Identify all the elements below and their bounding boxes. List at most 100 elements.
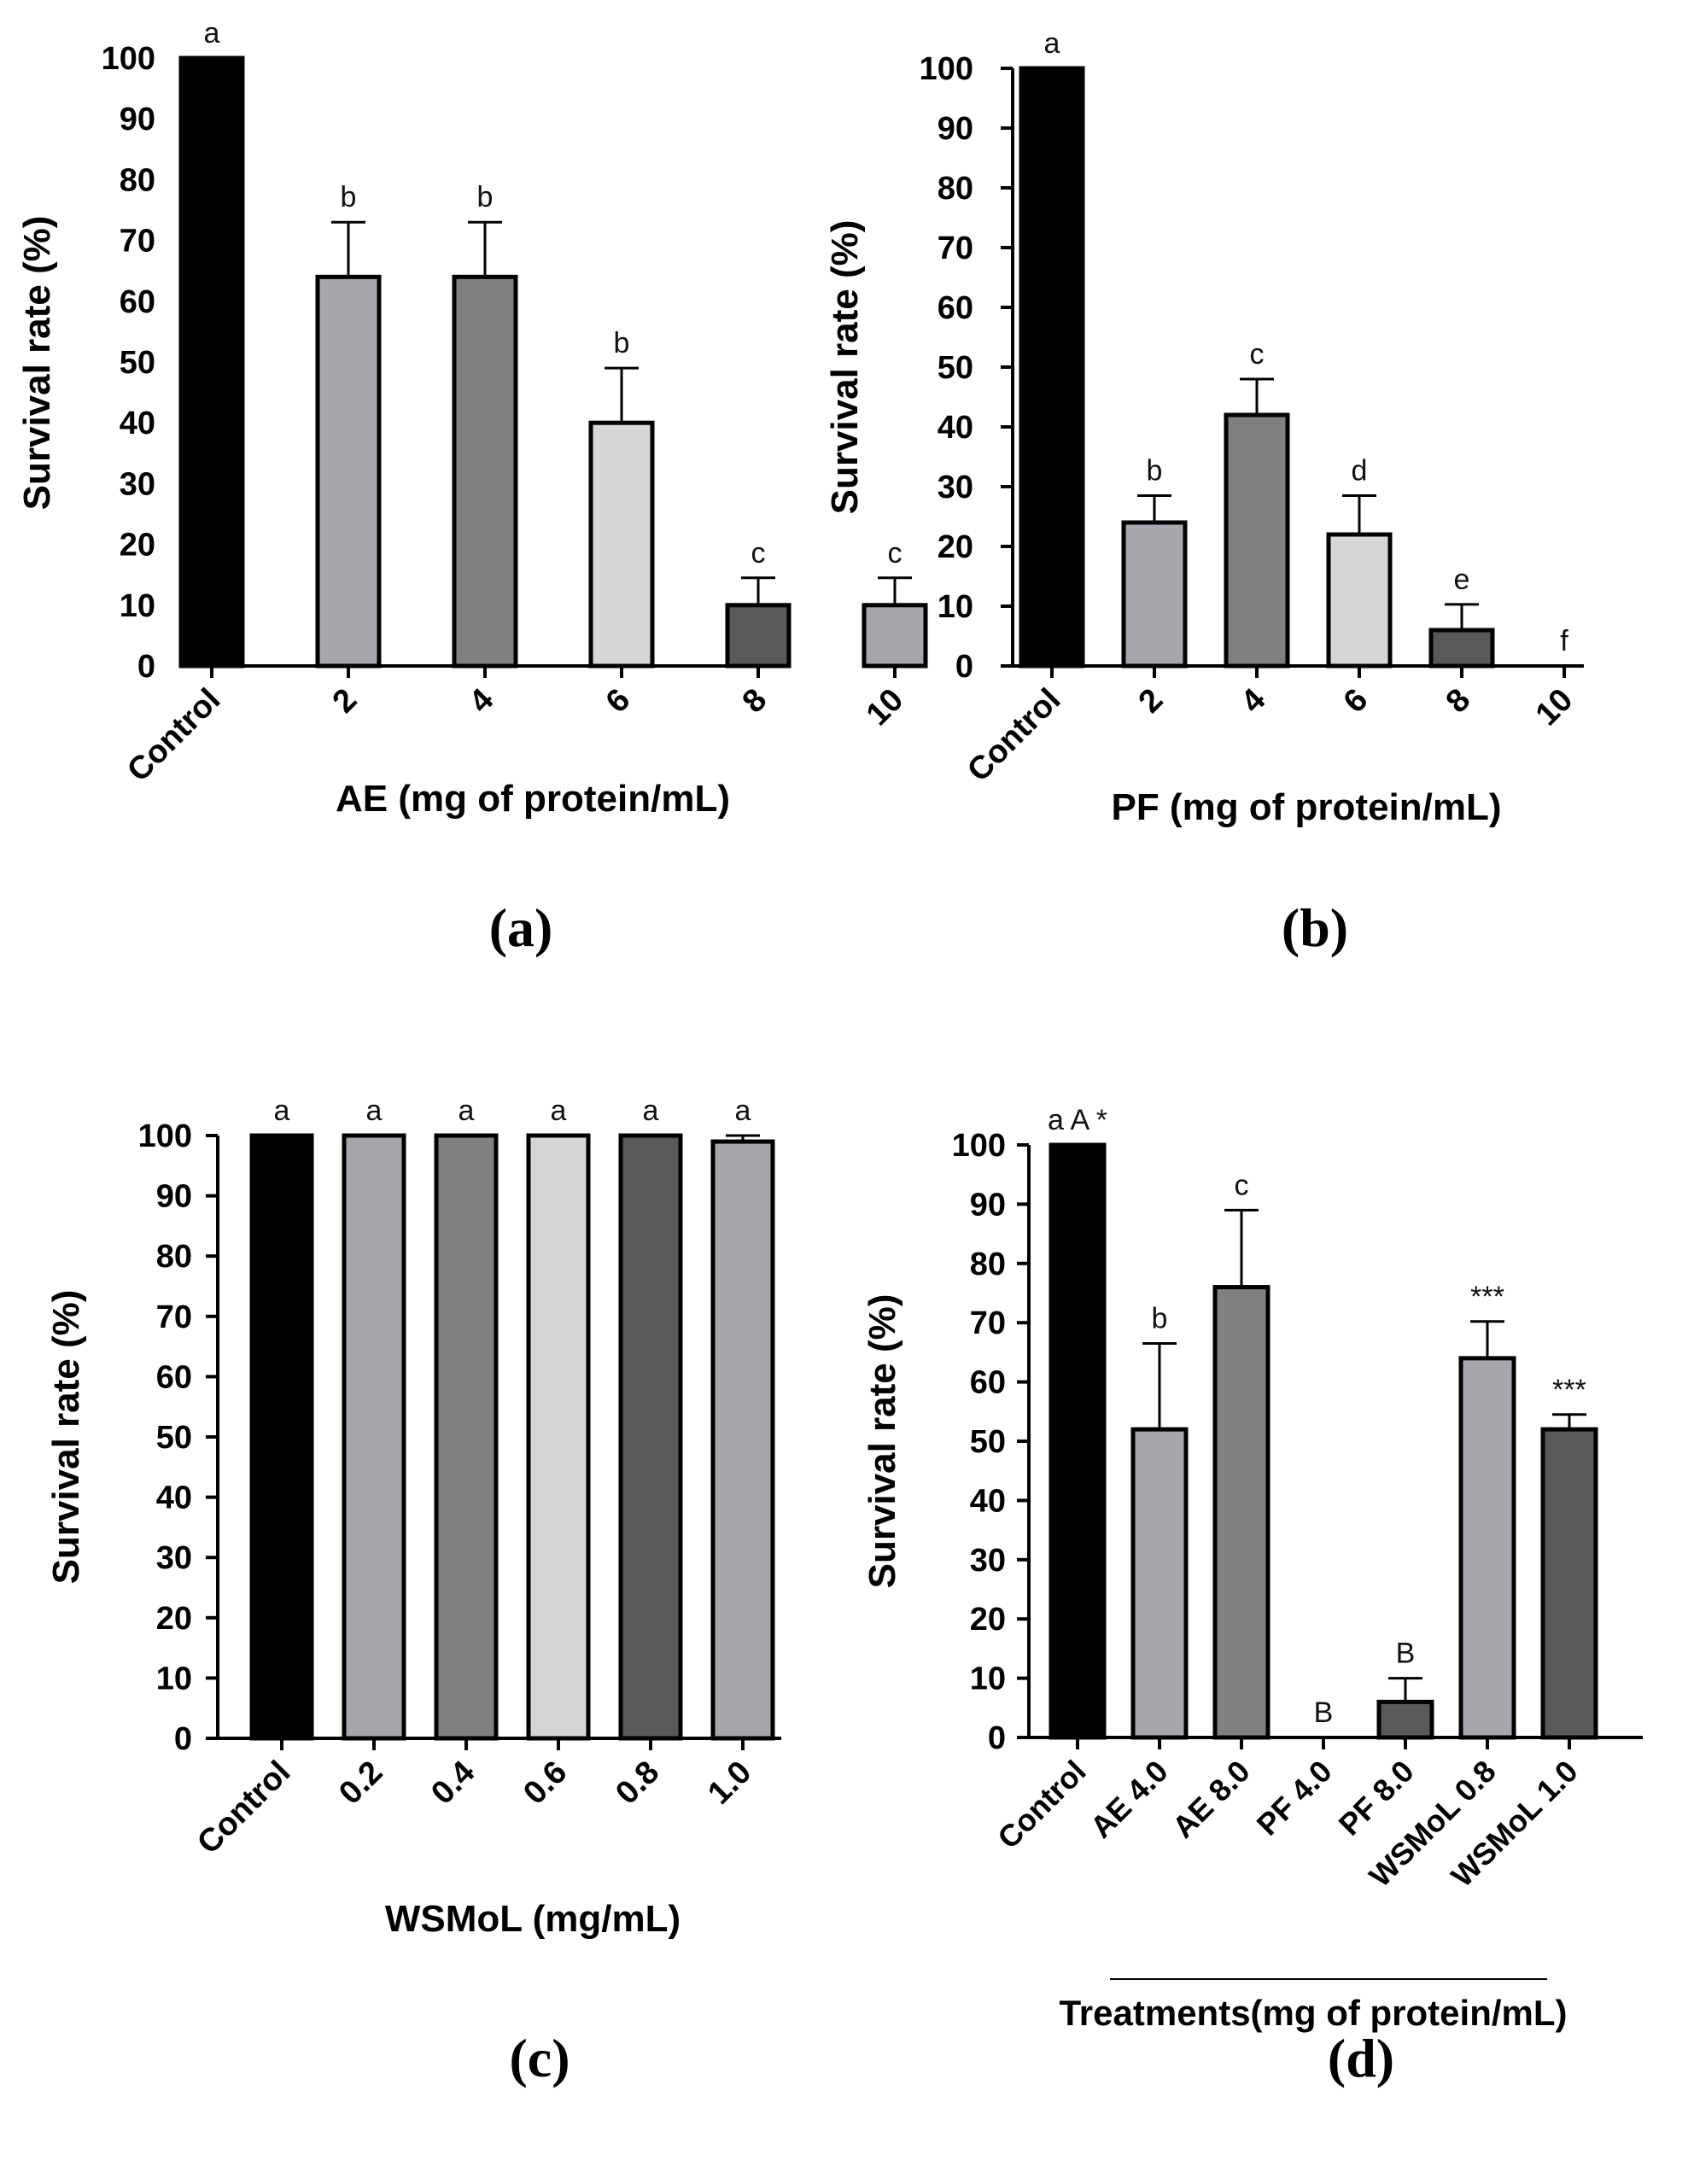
y-axis-label: Survival rate (%) (45, 1290, 87, 1585)
y-tick-label: 0 (174, 1721, 192, 1757)
y-tick-label: 90 (970, 1187, 1006, 1223)
y-tick-label: 60 (120, 284, 155, 320)
x-tick-label: 10 (860, 682, 911, 733)
x-tick-label: Control (190, 1755, 297, 1861)
significance-label: d (1352, 455, 1368, 488)
panel-label: (a) (489, 897, 553, 958)
x-tick-label: 2 (326, 682, 365, 721)
bar-2 (315, 274, 382, 669)
x-tick-label: 0.6 (517, 1755, 574, 1812)
x-axis-label: Treatments(mg of protein/mL) (1059, 1993, 1567, 2033)
significance-label: b (477, 181, 494, 213)
x-tick-label: 4 (1235, 682, 1273, 721)
bar-ae-4-0 (1130, 1427, 1189, 1740)
y-tick-label: 10 (970, 1661, 1006, 1697)
y-tick-label: 30 (120, 466, 155, 502)
y-tick-label: 90 (938, 111, 973, 147)
significance-label: b (1152, 1302, 1168, 1334)
y-tick-label: 20 (120, 528, 155, 564)
bar-6 (588, 420, 655, 669)
significance-label: b (1147, 455, 1163, 488)
y-tick-label: 100 (102, 41, 155, 77)
y-tick-label: 40 (938, 410, 973, 446)
y-tick-label: 100 (952, 1128, 1006, 1164)
y-tick-label: 80 (156, 1239, 192, 1275)
x-tick-label: 8 (1440, 682, 1478, 721)
bar-wsmol-1-0 (1540, 1427, 1598, 1740)
x-tick-label: 4 (463, 682, 501, 721)
significance-label: a (643, 1095, 659, 1127)
x-axis-label: PF (mg of protein/mL) (1111, 786, 1501, 828)
significance-label: a (366, 1095, 383, 1127)
y-tick-label: 80 (120, 162, 155, 198)
y-tick-label: 60 (970, 1365, 1006, 1401)
x-tick-label: Control (990, 1754, 1092, 1855)
chart-panel-d: 0 10 20 30 40 50 60 70 80 90 100 Survival rate (%) a… (862, 1104, 1643, 2088)
x-tick-label: Control (961, 682, 1067, 789)
y-tick-label: 20 (970, 1602, 1006, 1638)
y-tick-label: 20 (938, 529, 973, 565)
bar-8 (725, 603, 792, 669)
bar-0-6 (526, 1133, 591, 1741)
bar-4 (1224, 412, 1290, 669)
bar-ae-8-0 (1212, 1285, 1270, 1740)
y-tick-label: 0 (955, 649, 973, 685)
y-tick-label: 100 (138, 1118, 192, 1154)
y-axis-label: Survival rate (%) (824, 220, 866, 515)
x-tick-label: 0.8 (609, 1755, 666, 1812)
y-tick-label: 50 (938, 350, 973, 386)
significance-label: a (459, 1095, 475, 1127)
bar-0-4 (434, 1133, 499, 1741)
significance-label: a A * (1048, 1104, 1107, 1136)
y-tick-label: 40 (120, 406, 155, 441)
y-tick-label: 0 (988, 1720, 1006, 1756)
y-tick-label: 70 (970, 1305, 1006, 1341)
significance-label: B (1314, 1696, 1334, 1729)
y-tick-label: 40 (970, 1483, 1006, 1519)
bar-8 (1428, 628, 1495, 669)
bar-control (1019, 66, 1085, 669)
chart-panel-c: 0 10 20 30 40 50 60 70 80 90 100 Survival rate (%) a… (45, 1095, 781, 2088)
y-tick-label: 30 (938, 470, 973, 505)
x-tick-label: 6 (599, 682, 638, 721)
y-axis-label: Survival rate (%) (16, 216, 58, 511)
bar-0-2 (342, 1133, 406, 1741)
y-tick-label: 60 (938, 290, 973, 326)
significance-label: a (551, 1095, 567, 1127)
chart-panel-b: 0 10 20 30 40 50 60 70 80 90 100 Survival rate (%) a… (824, 27, 1584, 958)
y-tick-label: 0 (137, 649, 155, 685)
x-tick-label: AE 8.0 (1165, 1754, 1257, 1845)
significance-label: *** (1470, 1281, 1504, 1313)
significance-label: c (888, 537, 902, 569)
significance-label: c (751, 537, 766, 569)
bar-control (1049, 1142, 1107, 1740)
bar-control (249, 1133, 314, 1741)
y-tick-label: 20 (156, 1601, 192, 1637)
bar-pf-8-0 (1376, 1699, 1434, 1740)
x-tick-label: 6 (1337, 682, 1376, 721)
x-tick-label: 0.2 (332, 1755, 389, 1812)
y-tick-label: 50 (120, 345, 155, 381)
bar-control (178, 55, 245, 669)
x-tick-label: 1.0 (701, 1755, 758, 1812)
panel-label: (c) (509, 2028, 570, 2088)
significance-label: a (1044, 27, 1060, 60)
significance-label: f (1560, 625, 1568, 657)
bar-2 (1121, 520, 1188, 669)
significance-label: c (1250, 338, 1265, 371)
y-tick-label: 10 (120, 588, 155, 624)
y-tick-label: 80 (970, 1247, 1006, 1282)
significance-label: B (1396, 1638, 1416, 1670)
y-tick-label: 60 (156, 1359, 192, 1395)
y-tick-label: 10 (938, 589, 973, 625)
x-tick-label: 8 (736, 682, 774, 721)
significance-label: a (735, 1095, 751, 1127)
x-tick-label: AE 4.0 (1084, 1754, 1175, 1845)
significance-label: b (341, 181, 357, 213)
y-tick-label: 30 (970, 1543, 1006, 1579)
x-tick-label: 10 (1529, 682, 1580, 733)
y-tick-label: 70 (156, 1299, 192, 1335)
y-tick-label: 30 (156, 1540, 192, 1576)
significance-label: *** (1552, 1374, 1586, 1406)
